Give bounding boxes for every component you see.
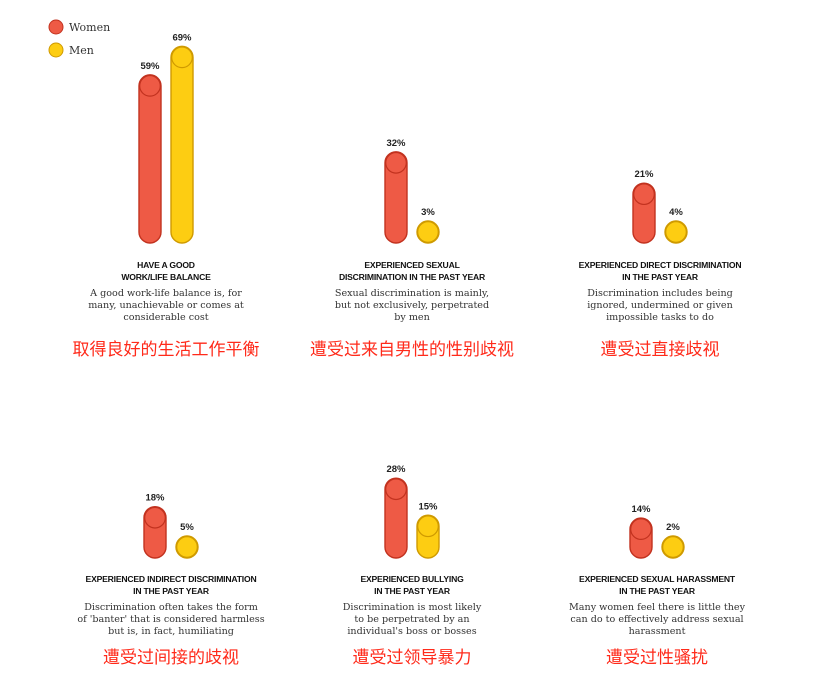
panel-translation: 取得良好的生活工作平衡	[73, 340, 260, 360]
legend-swatch-women	[48, 19, 64, 35]
bar-rim-women-panel-1	[139, 74, 161, 97]
bar-women-panel-1	[138, 74, 162, 244]
panel-description-line: Discrimination is most likely	[343, 602, 482, 613]
legend-swatch-men	[48, 42, 64, 58]
bar-men-panel-1	[170, 45, 194, 244]
bar-men-panel-3	[664, 220, 688, 244]
panel-title-line: IN THE PAST YEAR	[374, 586, 451, 596]
bar-rim-men-panel-4	[176, 536, 198, 558]
bar-men-panel-2	[416, 220, 440, 244]
panel-title-line: EXPERIENCED BULLYING	[360, 574, 464, 584]
value-label-men-panel-3: 4%	[669, 207, 683, 218]
value-label-women-panel-4: 18%	[145, 493, 165, 504]
panel-description-line: considerable cost	[123, 312, 208, 323]
value-label-men-panel-5: 15%	[418, 501, 438, 512]
panel-description-line: harassment	[629, 626, 686, 637]
bar-women-panel-4	[143, 506, 167, 559]
legend-label-women: Women	[69, 21, 110, 34]
bar-rim-men-panel-6	[662, 536, 684, 558]
bar-rim-women-panel-5	[385, 478, 407, 501]
bar-men-panel-6	[661, 535, 685, 559]
bar-women-panel-2	[384, 151, 408, 244]
panel-title-line: IN THE PAST YEAR	[619, 586, 696, 596]
bar-rim-men-panel-1	[171, 46, 193, 69]
value-label-men-panel-2: 3%	[421, 207, 435, 218]
panel-title-line: HAVE A GOOD	[137, 260, 195, 270]
panel-description-line: but not exclusively, perpetrated	[335, 300, 489, 311]
panel-description-line: A good work-life balance is, for	[89, 288, 242, 299]
panel-translation: 遭受过领导暴力	[353, 648, 472, 668]
value-label-women-panel-5: 28%	[386, 464, 406, 475]
panel-description-line: Discrimination often takes the form	[84, 602, 258, 613]
panel-title-line: WORK/LIFE BALANCE	[121, 272, 211, 282]
panel-description-line: ignored, undermined or given	[587, 300, 733, 311]
panel-description-line: but is, in fact, humiliating	[108, 626, 234, 637]
panel-title-line: EXPERIENCED DIRECT DISCRIMINATION	[579, 260, 742, 270]
bar-women-panel-6	[629, 517, 653, 559]
value-label-men-panel-6: 2%	[666, 522, 680, 533]
panel-description-line: to be perpetrated by an	[354, 614, 469, 625]
panel-title-line: IN THE PAST YEAR	[622, 272, 699, 282]
panel-translation: 遭受过来自男性的性别歧视	[310, 340, 514, 360]
bar-rim-women-panel-4	[144, 506, 166, 529]
panel-title-line: EXPERIENCED INDIRECT DISCRIMINATION	[86, 574, 257, 584]
value-label-men-panel-1: 69%	[172, 32, 192, 43]
value-label-men-panel-4: 5%	[180, 522, 194, 533]
bar-rim-women-panel-2	[385, 151, 407, 174]
value-label-women-panel-3: 21%	[634, 169, 654, 180]
panel-translation: 遭受过直接歧视	[601, 340, 720, 360]
panel-title-line: EXPERIENCED SEXUAL HARASSMENT	[579, 574, 736, 584]
panel-translation: 遭受过性骚扰	[606, 648, 708, 668]
panel-translation: 遭受过间接的歧视	[103, 648, 239, 668]
panel-description-line: Sexual discrimination is mainly,	[335, 288, 489, 299]
panel-description-line: can do to effectively address sexual	[570, 614, 743, 625]
legend-label-men: Men	[69, 44, 94, 57]
panel-description-line: impossible tasks to do	[606, 312, 714, 323]
panel-description-line: Discrimination includes being	[587, 288, 733, 299]
bar-women-panel-5	[384, 477, 408, 559]
value-label-women-panel-2: 32%	[386, 138, 406, 149]
bar-rim-men-panel-5	[417, 515, 439, 538]
panel-title-line: EXPERIENCED SEXUAL	[364, 260, 459, 270]
panel-description-line: Many women feel there is little they	[569, 602, 746, 613]
panel-title-line: IN THE PAST YEAR	[133, 586, 210, 596]
bar-rim-women-panel-3	[633, 183, 655, 206]
bar-rim-men-panel-2	[417, 221, 439, 243]
panel-description-line: individual's boss or bosses	[347, 626, 476, 637]
bar-rim-women-panel-6	[630, 518, 652, 540]
panel-description-line: many, unachievable or comes at	[88, 300, 244, 311]
panel-title-line: DISCRIMINATION IN THE PAST YEAR	[339, 272, 486, 282]
panel-description-line: of 'banter' that is considered harmless	[77, 614, 264, 625]
bar-women-panel-3	[632, 182, 656, 244]
panel-description-line: by men	[394, 312, 430, 323]
value-label-women-panel-1: 59%	[140, 61, 160, 72]
value-label-women-panel-6: 14%	[631, 504, 651, 515]
bar-rim-men-panel-3	[665, 221, 687, 243]
bar-men-panel-4	[175, 535, 199, 559]
